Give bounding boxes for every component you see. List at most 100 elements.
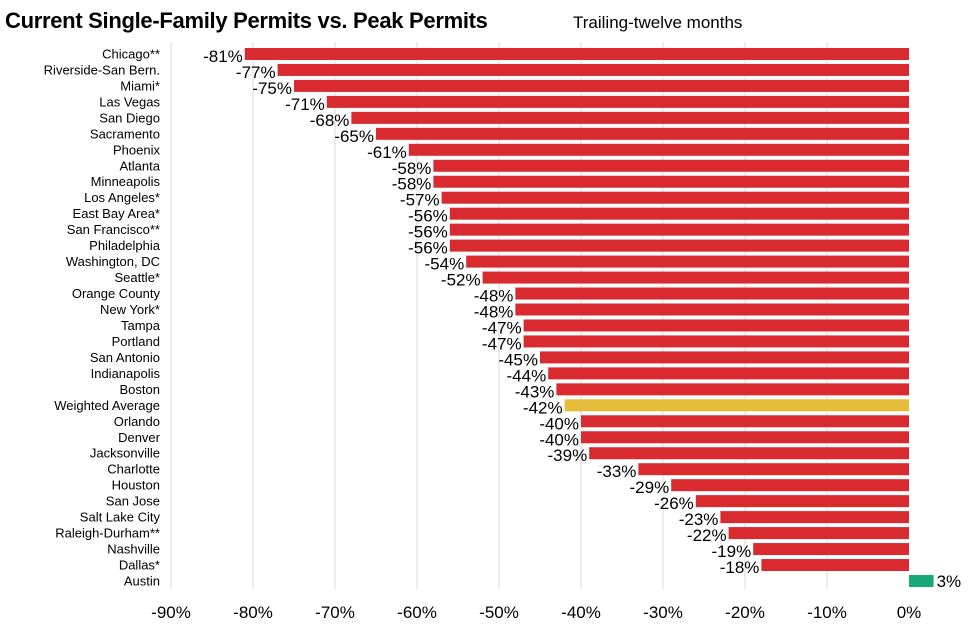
bar [482, 271, 909, 284]
bar [466, 255, 909, 268]
bar [753, 543, 909, 556]
bar [695, 495, 909, 508]
category-label: Dallas* [119, 558, 160, 573]
category-label: San Antonio [90, 350, 160, 365]
category-label: New York* [100, 302, 160, 317]
bar [277, 63, 910, 76]
x-tick-label: -50% [479, 603, 519, 622]
value-label: -58% [392, 175, 432, 194]
category-label: Miami* [120, 78, 160, 93]
category-label: Orlando [114, 414, 160, 429]
value-label: -29% [630, 478, 670, 497]
value-label: -52% [441, 271, 481, 290]
value-label: -23% [679, 510, 719, 529]
bar [449, 223, 909, 236]
bar [408, 143, 909, 156]
category-label: Jacksonville [90, 446, 160, 461]
x-tick-label: -80% [233, 603, 273, 622]
value-label: -18% [720, 558, 760, 577]
bar [556, 383, 909, 396]
category-label: Los Angeles* [84, 190, 160, 205]
value-label: -65% [334, 127, 374, 146]
chart-subtitle: Trailing-twelve months [573, 13, 743, 32]
category-label: Nashville [107, 542, 160, 557]
category-label: San Diego [99, 110, 160, 125]
bar [548, 367, 909, 380]
category-label: San Francisco** [67, 222, 160, 237]
value-label: -42% [523, 398, 563, 417]
bar [433, 159, 909, 172]
category-label: Indianapolis [91, 366, 161, 381]
value-label: -77% [236, 63, 276, 82]
category-label: Raleigh-Durham** [55, 526, 160, 541]
bar [515, 303, 909, 316]
category-label: Washington, DC [66, 254, 160, 269]
value-label: -56% [408, 239, 448, 258]
bar [564, 399, 909, 412]
bar [433, 175, 909, 188]
category-label: Minneapolis [91, 174, 161, 189]
value-label: -68% [310, 111, 350, 130]
bar [326, 95, 909, 108]
category-label: Phoenix [113, 142, 160, 157]
bar [449, 239, 909, 252]
bar [449, 207, 909, 220]
x-tick-label: -70% [315, 603, 355, 622]
bar [728, 527, 909, 540]
category-label: San Jose [106, 494, 160, 509]
x-tick-label: -90% [151, 603, 191, 622]
bar [244, 47, 910, 60]
value-label: -71% [285, 95, 325, 114]
bar [441, 191, 909, 204]
category-label: Tampa [121, 318, 161, 333]
value-label: -57% [400, 191, 440, 210]
x-tick-label: 0% [897, 603, 922, 622]
bar [523, 319, 909, 332]
value-label: -19% [712, 542, 752, 561]
value-label: -33% [597, 462, 637, 481]
value-label: -40% [539, 414, 579, 433]
bar [540, 351, 909, 364]
value-label: -75% [252, 79, 292, 98]
bar [589, 447, 909, 460]
bar [515, 287, 909, 300]
bar [638, 463, 909, 476]
value-label: -47% [482, 334, 522, 353]
x-tick-label: -60% [397, 603, 437, 622]
bar [720, 511, 909, 524]
category-label: Austin [124, 573, 160, 588]
category-label: Boston [120, 382, 160, 397]
value-label: -45% [498, 350, 538, 369]
x-tick-label: -40% [561, 603, 601, 622]
value-label: -81% [203, 47, 243, 66]
bar [581, 415, 909, 428]
value-label: -26% [654, 494, 694, 513]
category-label: Chicago** [102, 46, 160, 61]
value-label: -58% [392, 159, 432, 178]
value-label: -56% [408, 223, 448, 242]
value-label: 3% [937, 572, 962, 591]
value-label: -39% [548, 446, 588, 465]
chart-title: Current Single-Family Permits vs. Peak P… [5, 8, 488, 33]
bar [294, 79, 909, 92]
category-label: Charlotte [107, 462, 160, 477]
category-label: Las Vegas [99, 94, 160, 109]
x-tick-label: -10% [807, 603, 847, 622]
category-label: Orange County [72, 286, 161, 301]
bar [376, 127, 909, 140]
value-label: -44% [507, 366, 547, 385]
bar [523, 335, 909, 348]
value-label: -48% [474, 303, 514, 322]
value-label: -54% [425, 255, 465, 274]
category-label: Denver [118, 430, 161, 445]
value-label: -43% [515, 382, 555, 401]
value-label: -22% [687, 526, 727, 545]
category-label: Weighted Average [54, 398, 160, 413]
bar [581, 431, 909, 444]
bar [351, 111, 909, 124]
value-label: -40% [539, 430, 579, 449]
bar [671, 479, 909, 492]
category-label: Portland [112, 334, 160, 349]
bar [909, 574, 934, 587]
